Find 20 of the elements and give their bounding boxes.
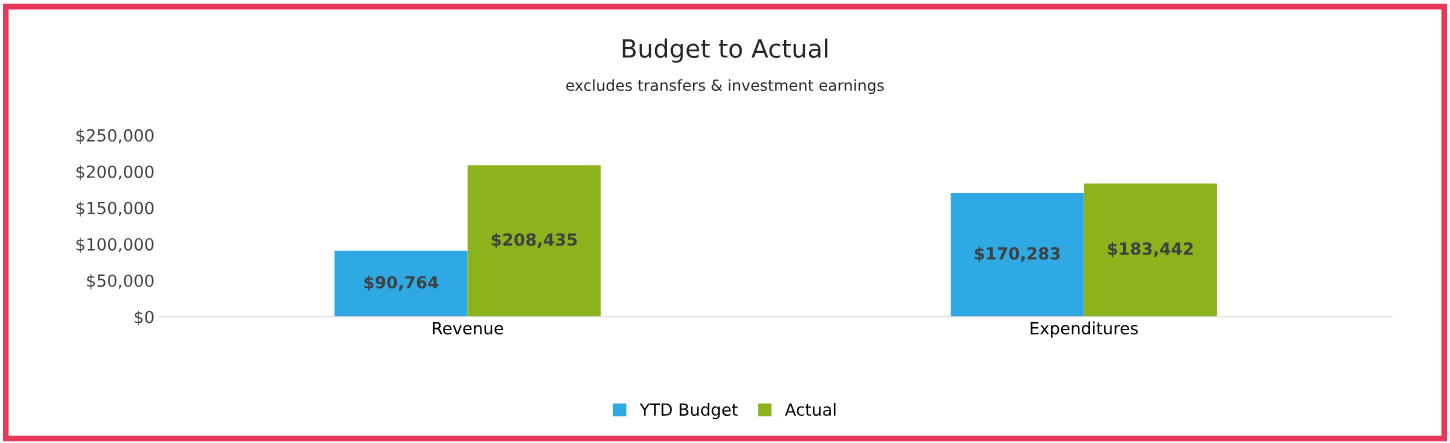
bar [467,165,601,317]
x-tick-label: Expenditures [1030,321,1138,338]
legend-label: YTD Budget [639,403,738,420]
legend-label: Actual [784,403,836,416]
chart-subtitle: excludes transfers & investment earnings [566,79,884,94]
y-tick-label: $0 [134,310,154,326]
bar [334,250,468,317]
y-tick-label: $200,000 [76,165,154,181]
data-label: $90,764 [364,275,439,291]
bar [1083,183,1217,317]
bar [950,193,1084,317]
data-label: $170,283 [974,246,1060,262]
y-tick-label: $100,000 [76,237,154,253]
data-label: $208,435 [491,232,577,249]
y-tick-label: $150,000 [76,201,154,217]
y-tick-label: $250,000 [76,128,154,144]
y-tick-label: $50,000 [87,274,154,290]
x-tick-label: Revenue [432,322,504,335]
data-label: $183,442 [1107,242,1193,258]
chart-title: Budget to Actual [622,38,828,63]
